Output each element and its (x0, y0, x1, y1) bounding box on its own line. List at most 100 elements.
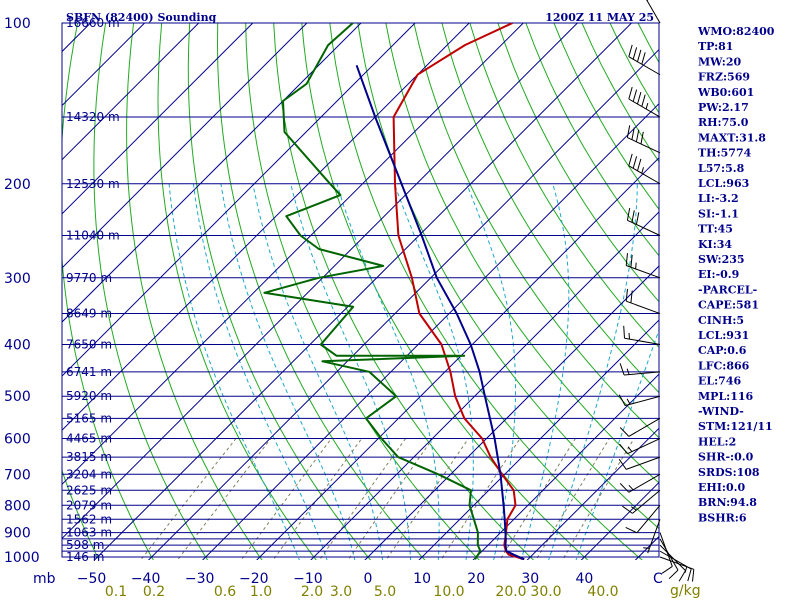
height-label: 8649 m (66, 307, 112, 321)
parameter-line: -PARCEL- (698, 283, 757, 296)
chart-title: SBFN (82400) Sounding (66, 11, 217, 24)
parameter-line: MW:20 (698, 55, 741, 68)
parameter-line: FRZ:569 (698, 71, 750, 84)
wind-barb (622, 489, 661, 514)
mixing-ratio-tick-label: 20.0 (495, 584, 526, 600)
parameter-line: HEL:2 (698, 435, 736, 448)
wind-barb-flag (687, 568, 692, 582)
wind-barb (619, 438, 661, 455)
pressure-tick-label: 300 (4, 271, 31, 287)
pressure-tick-label: 200 (4, 177, 31, 193)
moist-adiabat-line (252, 183, 384, 560)
wind-barb-flag (692, 569, 695, 582)
plot-border (61, 22, 660, 558)
mixing-ratio-tick-label: 2.0 (301, 584, 323, 600)
wind-barb-flag (668, 569, 679, 580)
wind-barb-half-flag (627, 446, 633, 452)
wind-barb (659, 544, 686, 582)
parameter-line: BRN:94.8 (698, 496, 757, 509)
isotherms (0, 23, 659, 568)
wind-barb-flag (631, 127, 635, 140)
height-label: 7650 m (66, 338, 112, 352)
isotherm-line (147, 48, 659, 560)
temperature-tick-label: 10 (413, 571, 431, 587)
wind-barb-flag (637, 91, 642, 105)
wind-barb (625, 504, 661, 534)
parameter-line: -WIND- (698, 405, 744, 418)
moist-adiabat-line (192, 183, 328, 560)
isotherm-line (62, 23, 362, 323)
dry-adiabat-line (357, 23, 659, 530)
wind-barb-shaft (626, 456, 661, 470)
wind-barb-flag (632, 47, 638, 60)
wind-barb-shaft (659, 532, 673, 567)
isotherm-line (62, 23, 578, 540)
wind-barb (646, 0, 661, 24)
parameter-line: MPL:116 (698, 390, 754, 403)
mixing-ratio-tick-label: 0.1 (105, 584, 127, 600)
sounding-parameters: WMO:82400 TP:81 MW:20 FRZ:569 WB0:601 PW:2.17… (697, 25, 775, 524)
parameter-line: KI:34 (698, 238, 732, 251)
parameter-line: WB0:601 (697, 86, 754, 99)
isotherm-line (0, 23, 36, 568)
wind-barb-flag (618, 394, 626, 406)
parameter-line: STM:121/11 (698, 420, 773, 433)
temperature-tick-label: 30 (521, 571, 539, 587)
height-label: 1562 m (66, 512, 112, 526)
temperature-tick-label: −40 (131, 571, 161, 587)
height-label: 146 m (66, 550, 104, 564)
wind-barb-half-flag (643, 547, 650, 549)
parameter-line: BSHR:6 (698, 511, 747, 524)
height-label: 1063 m (66, 526, 112, 540)
mixing-ratio-unit-label: g/kg (670, 583, 701, 599)
wind-barb-flag (628, 86, 633, 100)
height-labels: 16660 m 14320 m 12530 m 11040 m 9770 m 8649 m… (66, 16, 120, 564)
temperature-tick-label: −20 (239, 571, 269, 587)
mixing-ratio-tick-label: 10.0 (433, 584, 464, 600)
dry-adiabat-line (469, 23, 659, 348)
wind-barb-flag (625, 526, 638, 534)
parameter-line: CINH:5 (698, 314, 744, 327)
valid-time: 1200Z 11 MAY 25 (545, 11, 654, 24)
height-label: 2079 m (66, 498, 112, 512)
moist-adiabat-line (520, 183, 570, 560)
wind-barb-flag (626, 208, 631, 221)
wind-barb-half-flag (646, 0, 649, 1)
wind-barb-shaft (659, 538, 679, 571)
parameter-line: TP:81 (698, 40, 733, 53)
wind-barb-flag (632, 156, 638, 169)
height-label: 16660 m (66, 16, 120, 30)
temperature-tick-label: −10 (293, 571, 323, 587)
pressure-tick-label: 400 (4, 338, 31, 354)
wind-barb-shaft (636, 504, 661, 534)
parameter-line: MAXT:31.8 (698, 131, 766, 144)
parameter-line: L57:5.8 (698, 162, 745, 175)
parameter-line: CAP:0.6 (698, 344, 747, 357)
wind-barb (618, 394, 661, 407)
parameter-line: SW:235 (698, 253, 745, 266)
wind-barb-shaft (627, 219, 661, 236)
parameter-line: SHR-:0.0 (698, 451, 754, 464)
dry-adiabat-line (273, 23, 535, 560)
temperature-tick-label: 0 (364, 571, 373, 587)
mixing-ratio-line (385, 438, 469, 560)
wind-barb-flag (630, 254, 633, 268)
dry-adiabat-line (413, 23, 659, 439)
wind-barb-flag (630, 290, 633, 303)
dry-adiabat-line (497, 23, 659, 303)
pressure-tick-label: 900 (4, 526, 31, 542)
dry-adiabat-line (525, 23, 659, 257)
wind-barb-shaft (624, 337, 661, 345)
wind-barb-shaft (628, 165, 661, 185)
wind-barb (659, 538, 679, 580)
mixing-ratio-tick-label: 1.0 (250, 584, 272, 600)
parameter-line: RH:75.0 (698, 116, 749, 129)
wind-barb-flag (625, 253, 628, 266)
parameter-line: PW:2.17 (698, 101, 749, 114)
mixing-ratio-tick-labels: 0.1 0.2 0.6 1.0 2.0 3.0 5.0 10.0 20.0 30.0 40.0 (105, 584, 619, 600)
wind-barb-flag (626, 125, 631, 138)
dry-adiabat-line (329, 23, 643, 560)
wind-barb-half-flag (628, 332, 630, 340)
wind-barb-flag (641, 94, 646, 107)
moist-adiabat-line (168, 183, 300, 560)
